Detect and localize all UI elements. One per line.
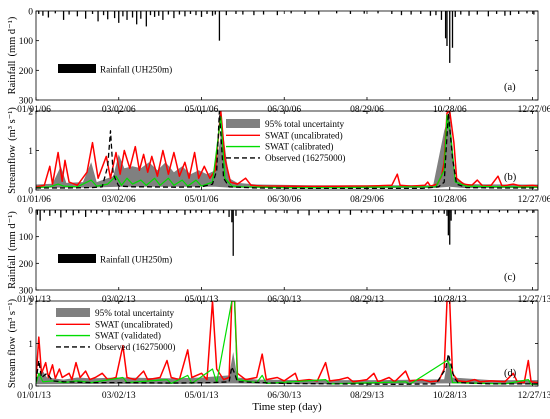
- x-tick-label: 01/01/13: [17, 295, 51, 305]
- x-tick-label: 05/01/06: [185, 195, 219, 205]
- y-tick-label: 2: [28, 298, 33, 308]
- y-tick-label: 300: [19, 97, 34, 107]
- y-tick-label: 0: [28, 187, 33, 197]
- x-tick-label: 05/01/06: [185, 105, 219, 115]
- x-tick-label: 08/29/13: [350, 391, 384, 401]
- series-line: [36, 353, 538, 385]
- plot-area-d: [36, 301, 538, 385]
- x-tick-label: 06/30/06: [267, 105, 301, 115]
- panel-frame: [35, 10, 539, 101]
- y-tick-label: 100: [19, 37, 34, 47]
- series-line: [36, 111, 538, 188]
- panel-frame: [35, 209, 539, 291]
- y-axis-label-main: Rainfall: [7, 255, 18, 289]
- legend-label: 95% total uncertainty: [95, 308, 174, 318]
- y-axis-label-unit: (mm d⁻¹): [7, 211, 18, 251]
- series-line: [36, 301, 538, 385]
- x-tick-label: 05/01/13: [185, 295, 219, 305]
- x-axis-label: Time step (day): [252, 401, 322, 413]
- panel-label: (a): [504, 82, 516, 93]
- y-tick-label: 200: [19, 67, 34, 77]
- x-tick-label: 10/28/06: [433, 105, 467, 115]
- y-axis-label-unit: (m³ s⁻¹): [7, 298, 18, 332]
- plot-area-b: [36, 111, 538, 190]
- x-tick-label: 08/29/06: [350, 105, 384, 115]
- x-tick-label: 03/02/13: [102, 391, 136, 401]
- x-tick-label: 12/27/13: [518, 391, 550, 401]
- y-tick-label: 100: [19, 233, 34, 243]
- series-line: [36, 111, 538, 190]
- x-tick-label: 10/28/06: [433, 195, 467, 205]
- panel-label: (d): [504, 368, 517, 379]
- x-tick-label: 10/28/13: [433, 295, 467, 305]
- x-tick-label: 03/02/06: [102, 105, 136, 115]
- panel-label: (c): [504, 272, 516, 283]
- y-tick-label: 0: [28, 207, 33, 217]
- legend-label: Observed (16275000): [95, 342, 175, 352]
- y-axis-label-main: Rainfall: [7, 60, 18, 94]
- x-tick-label: 08/29/13: [350, 295, 384, 305]
- x-tick-label: 06/30/13: [267, 391, 301, 401]
- x-tick-label: 05/01/13: [185, 391, 219, 401]
- legend-label: Observed (16275000): [265, 153, 345, 163]
- y-axis-label-unit: (m³ s⁻¹): [7, 107, 18, 141]
- legend-rain-swatch: [58, 64, 96, 73]
- y-axis-label-unit: (mm d⁻¹): [7, 16, 18, 56]
- legend-band-swatch: [56, 308, 90, 317]
- x-tick-label: 12/27/06: [518, 195, 550, 205]
- panel-c: Rainfall (mm d⁻¹): [7, 209, 539, 291]
- panel-label: (b): [504, 172, 517, 183]
- legend-rain-swatch: [58, 254, 96, 263]
- x-tick-label: 01/01/06: [17, 105, 51, 115]
- x-tick-label: 06/30/06: [267, 195, 301, 205]
- legend-label: SWAT (validated): [95, 331, 161, 341]
- legend-label: 95% total uncertainty: [265, 119, 344, 129]
- plot-area-c: [36, 210, 535, 256]
- panel-d: Stream flow (m³ s⁻¹): [7, 298, 539, 388]
- y-tick-label: 200: [19, 260, 34, 270]
- y-tick-label: 2: [28, 108, 33, 118]
- y-axis-label: Rainfall (mm d⁻¹): [7, 211, 18, 289]
- y-tick-label: 0: [28, 8, 33, 18]
- x-tick-label: 01/01/06: [17, 195, 51, 205]
- y-axis-label: Stream flow (m³ s⁻¹): [7, 298, 18, 388]
- x-tick-label: 10/28/13: [433, 391, 467, 401]
- panel-a: Rainfall (mm d⁻¹): [7, 10, 539, 101]
- legend-label: SWAT (uncalibrated): [265, 130, 343, 140]
- uncertainty-band: [36, 113, 538, 189]
- x-tick-label: 08/29/06: [350, 195, 384, 205]
- plot-area-a: [38, 11, 535, 63]
- y-axis-label: Rainfall (mm d⁻¹): [7, 16, 18, 94]
- series-line: [36, 114, 538, 189]
- y-tick-label: 1: [28, 340, 33, 350]
- x-tick-label: 12/27/13: [518, 295, 550, 305]
- legend-label: Rainfall (UH250m): [100, 65, 172, 75]
- x-tick-label: 06/30/13: [267, 295, 301, 305]
- legend-label: SWAT (calibrated): [265, 142, 333, 152]
- y-axis-label-main: Stream flow: [7, 336, 18, 388]
- legend-label: Rainfall (UH250m): [100, 255, 172, 265]
- x-tick-label: 12/27/06: [518, 105, 550, 115]
- legend-band-swatch: [226, 119, 260, 128]
- y-axis-label-main: Streamflow: [7, 144, 18, 193]
- x-tick-label: 03/02/13: [102, 295, 136, 305]
- y-tick-label: 300: [19, 287, 34, 297]
- legend-label: SWAT (uncalibrated): [95, 319, 173, 329]
- y-tick-label: 1: [28, 147, 33, 157]
- series-line: [36, 301, 538, 384]
- y-tick-label: 0: [28, 383, 33, 393]
- y-axis-label: Streamflow (m³ s⁻¹): [7, 107, 18, 194]
- x-tick-label: 01/01/13: [17, 391, 51, 401]
- panel-b: Streamflow (m³ s⁻¹): [7, 107, 539, 194]
- x-tick-label: 03/02/06: [102, 195, 136, 205]
